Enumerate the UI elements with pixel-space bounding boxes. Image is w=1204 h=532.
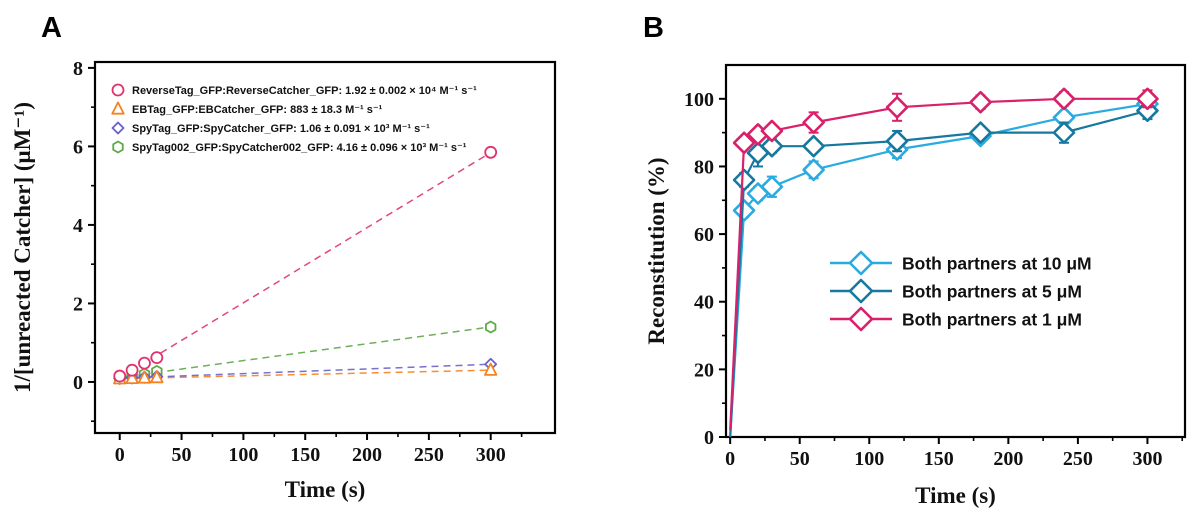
svg-text:100: 100 [228,444,258,466]
y-axis: 0 20 40 60 80 100 [684,89,726,449]
svg-text:100: 100 [854,448,884,470]
svg-text:80: 80 [694,156,714,178]
series-layer [729,87,1159,438]
plot-frame [724,63,1187,439]
panel-b-chart: 0 50 100 150 200 250 300 0 20 40 60 80 100 Time (s) Re… [644,63,1187,508]
svg-text:50: 50 [790,448,810,470]
legend: Both partners at 10 μM Both partners at 5… [830,250,1092,332]
fit-line-2 [119,363,491,380]
svg-text:2: 2 [73,293,83,315]
svg-text:ReverseTag_GFP:ReverseCatcher_: ReverseTag_GFP:ReverseCatcher_GFP: 1.92 … [132,85,477,97]
legend-item-2: Both partners at 1 μM [830,306,1082,332]
x-axis: 0 50 100 150 200 250 300 [725,437,1184,470]
svg-text:0: 0 [73,372,83,394]
svg-text:40: 40 [694,292,714,314]
svg-text:200: 200 [993,448,1023,470]
fit-line-1 [119,369,491,380]
svg-text:8: 8 [73,58,83,80]
svg-text:150: 150 [924,448,954,470]
svg-text:EBTag_GFP:EBCatcher_GFP: 883: EBTag_GFP:EBCatcher_GFP: 883 ± 18.3 M⁻¹ … [132,104,383,116]
svg-text:0: 0 [115,444,125,466]
svg-text:20: 20 [694,359,714,381]
legend-item-0: Both partners at 10 μM [830,250,1092,276]
svg-text:SpyTag_GFP:SpyCatcher_GFP: 1.0: SpyTag_GFP:SpyCatcher_GFP: 1.06 ± 0.091 … [132,123,430,135]
y-axis: 0 2 4 6 8 [73,58,95,423]
legend-item-3: SpyTag002_GFP:SpyCatcher002_GFP: 4.16 ± … [112,140,467,154]
series-1 [113,362,498,385]
fit-line-3 [119,326,491,379]
x-axis-label: Time (s) [285,477,366,502]
svg-text:100: 100 [684,89,714,111]
fit-line-0 [119,151,492,379]
svg-text:0: 0 [704,427,714,449]
svg-text:150: 150 [290,444,320,466]
legend-item-1: Both partners at 5 μM [830,278,1082,304]
panel-a-chart: 0 50 100 150 200 250 300 0 2 4 6 8 Time (s) 1/[unreac… [10,58,557,502]
svg-text:250: 250 [414,444,444,466]
svg-text:Both partners at 5 μM: Both partners at 5 μM [902,282,1082,302]
svg-text:6: 6 [73,136,83,158]
y-axis-label: Reconstitution (%) [644,157,669,344]
series-2 [729,87,1159,431]
y-axis-label: 1/[unreacted Catcher] (μM⁻¹) [10,102,35,393]
svg-text:60: 60 [694,224,714,246]
panel-b-label: B [643,12,664,44]
series-layer [113,145,498,385]
legend-item-0: ReverseTag_GFP:ReverseCatcher_GFP: 1.92 … [111,83,477,97]
plot-frame [93,60,557,435]
svg-text:50: 50 [172,444,192,466]
svg-text:Both partners at 1 μM: Both partners at 1 μM [902,310,1082,330]
svg-text:4: 4 [73,215,83,237]
legend-item-1: EBTag_GFP:EBCatcher_GFP: 883 ± 18.3 M⁻¹ … [111,101,383,116]
legend-item-2: SpyTag_GFP:SpyCatcher_GFP: 1.06 ± 0.091 … [111,121,430,135]
series-0 [113,145,498,383]
svg-text:SpyTag002_GFP:SpyCatcher002_GF: SpyTag002_GFP:SpyCatcher002_GFP: 4.16 ± … [132,142,467,154]
x-axis-label: Time (s) [915,483,996,508]
svg-text:300: 300 [1132,448,1162,470]
svg-text:200: 200 [352,444,382,466]
x-axis: 0 50 100 150 200 250 300 [115,433,523,466]
svg-text:250: 250 [1063,448,1093,470]
svg-text:0: 0 [725,448,735,470]
panel-a-label: A [41,12,62,44]
svg-text:300: 300 [476,444,506,466]
series-1 [729,99,1159,438]
legend: ReverseTag_GFP:ReverseCatcher_GFP: 1.92 … [111,83,477,154]
svg-text:Both partners at 10 μM: Both partners at 10 μM [902,254,1092,274]
